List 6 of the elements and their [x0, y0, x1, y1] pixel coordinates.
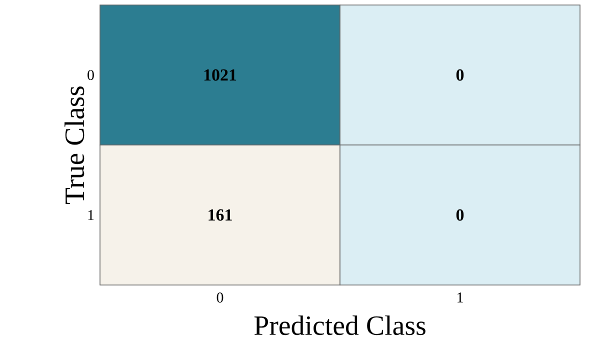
data-label: 161: [208, 209, 232, 221]
y-axis-title: True Class: [64, 86, 84, 204]
data-label: 0: [456, 69, 464, 81]
data-label: 0: [456, 209, 464, 221]
x-axis-title: Predicted Class: [254, 315, 426, 336]
data-label: 1021: [204, 69, 236, 81]
